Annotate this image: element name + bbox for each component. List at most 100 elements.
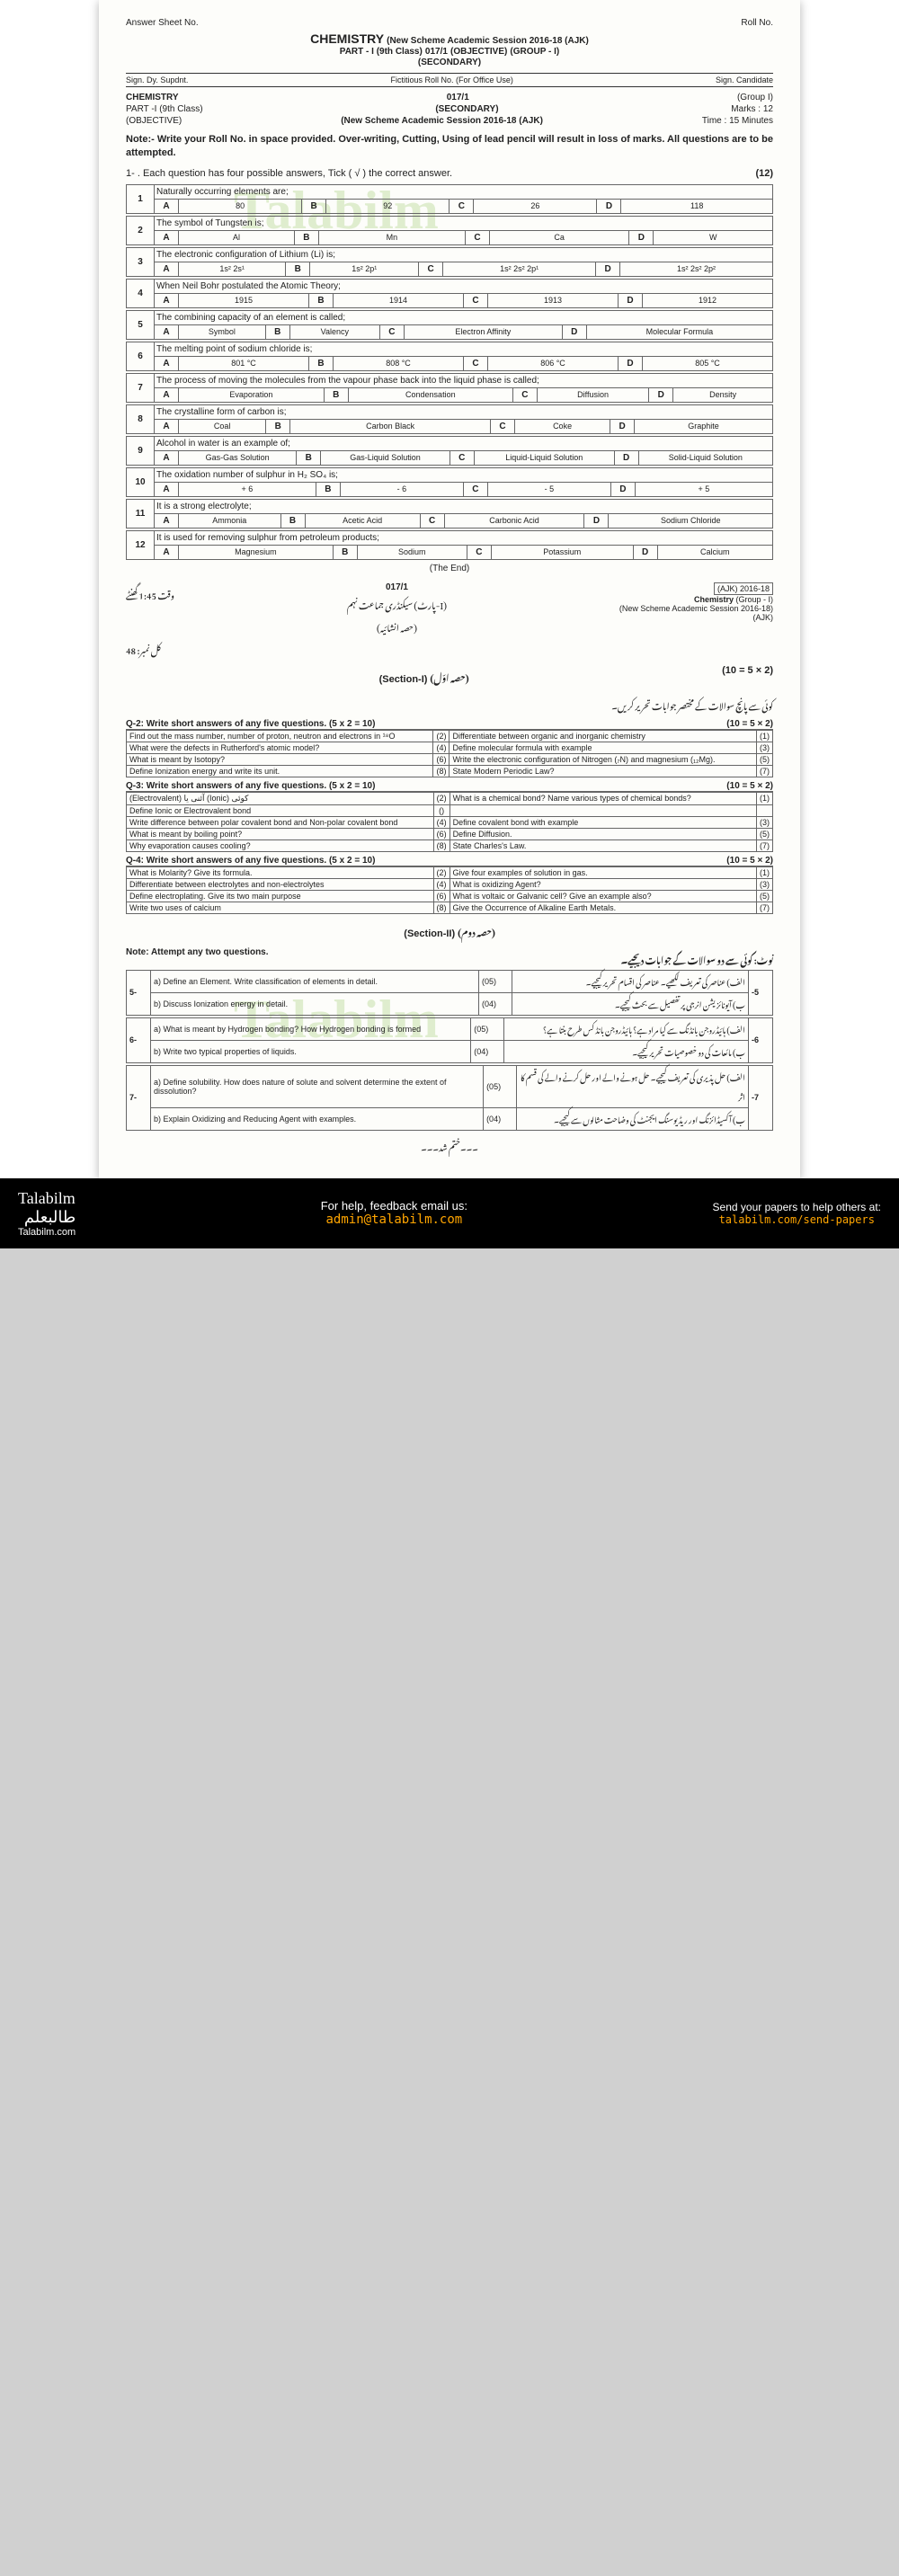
sq-urdu: What is a chemical bond? Name various ty… <box>450 792 756 804</box>
mcq-question: When Neil Bohr postulated the Atomic The… <box>155 279 773 293</box>
mcq-question: It is used for removing sulphur from pet… <box>155 530 773 545</box>
meta-code: 017/1 <box>447 93 469 102</box>
option-value: 805 °C <box>643 356 773 370</box>
mcq-number: 8 <box>127 404 155 433</box>
fict-roll: Fictitious Roll No. (For Office Use) <box>390 76 512 84</box>
option-value: Symbol <box>179 324 266 339</box>
option-label: D <box>629 230 654 244</box>
lq-am: (05) <box>471 1017 504 1040</box>
option-label: B <box>324 387 348 402</box>
option-label: B <box>316 482 340 496</box>
lq-a: a) Define an Element. Write classificati… <box>151 970 479 992</box>
level-text: (SECONDARY) <box>418 58 481 67</box>
sq-urdu: Define molecular formula with example <box>450 742 757 753</box>
sq-eng: (Electrovalent) آئنی یا (Ionic) کوئی <box>127 792 434 804</box>
meta-part: PART -I (9th Class) <box>126 104 203 114</box>
lq-num: 6- <box>127 1017 151 1062</box>
sq-en-num: (2) <box>433 866 450 878</box>
option-label: D <box>610 482 635 496</box>
lq-b: b) Explain Oxidizing and Reducing Agent … <box>151 1107 484 1130</box>
option-value: 1915 <box>179 293 309 307</box>
option-value: Magnesium <box>179 545 334 559</box>
footer: Talabilm طالبعلم Talabilm.com For help, … <box>0 1178 899 1248</box>
option-value: Molecular Formula <box>586 324 772 339</box>
sq-ur-num: (1) <box>757 866 773 878</box>
option-value: 1s² 2s¹ <box>179 262 286 276</box>
option-label: D <box>633 545 657 559</box>
sq-ur-num: (7) <box>757 765 773 777</box>
sq-en-num: (4) <box>433 742 450 753</box>
p2-grp: (Group - I) <box>735 595 773 604</box>
mcq-question: The symbol of Tungsten is; <box>155 216 773 230</box>
option-value: Calcium <box>657 545 772 559</box>
option-label: A <box>155 450 179 465</box>
end-text: (The End) <box>126 564 773 573</box>
meta-subject: CHEMISTRY <box>126 93 179 102</box>
option-value: 1s² 2s² 2p¹ <box>443 262 596 276</box>
option-value: Ammonia <box>179 513 281 528</box>
sq-urdu: State Charles's Law. <box>450 839 756 851</box>
lq-ub: ب) آیونائزیشن انرجی پر تفصیل سے بحث کیجی… <box>512 992 749 1015</box>
option-value: Coke <box>515 419 610 433</box>
q2-formula: (10 = 5 × 2) <box>726 719 773 729</box>
sq-urdu: Write the electronic configuration of Ni… <box>450 753 757 765</box>
option-value: 1914 <box>334 293 464 307</box>
sq-ur-num: (5) <box>757 890 773 902</box>
q4-formula: (10 = 5 × 2) <box>726 856 773 866</box>
mcq-number: 5 <box>127 310 155 339</box>
sq-ur-num: (3) <box>757 878 773 890</box>
sq-ur-num <box>757 804 773 816</box>
option-value: - 6 <box>340 482 463 496</box>
option-value: 808 °C <box>334 356 464 370</box>
section1-label: (Section-I) <box>379 674 428 685</box>
sq-en-num: () <box>433 804 450 816</box>
instruction-marks: (12) <box>755 168 773 179</box>
option-label: B <box>265 324 289 339</box>
help-email[interactable]: admin@talabilm.com <box>321 1212 467 1227</box>
p2-ajk: (AJK) <box>753 613 774 622</box>
lq-b: b) Write two typical properties of liqui… <box>151 1040 471 1062</box>
option-value: Electron Affinity <box>404 324 562 339</box>
lq-bm: (04) <box>484 1107 517 1130</box>
option-value: Acetic Acid <box>305 513 420 528</box>
option-value: Gas-Gas Solution <box>179 450 297 465</box>
option-value: 26 <box>474 199 597 213</box>
send-url[interactable]: talabilm.com/send-papers <box>713 1213 881 1226</box>
lq-ua: الف) ہائیڈروجن بانڈنگ سے کیا مراد ہے؟ ہا… <box>504 1017 749 1040</box>
sq-ur-num: (1) <box>757 730 773 742</box>
option-label: C <box>467 545 491 559</box>
roll-label: Roll No. <box>741 18 773 28</box>
option-value: + 5 <box>635 482 772 496</box>
time-value: 15 Minutes <box>729 116 773 126</box>
option-value: Liquid-Liquid Solution <box>474 450 614 465</box>
q2-label: Q-2: Write short answers of any five que… <box>126 719 375 729</box>
part-text: PART - I (9th Class) <box>340 47 423 57</box>
mcq-number: 4 <box>127 279 155 307</box>
option-value: - 5 <box>487 482 610 496</box>
p2-chem: Chemistry <box>694 595 734 604</box>
q3-label: Q-3: Write short answers of any five que… <box>126 781 375 791</box>
sq-ur-num: (7) <box>757 902 773 913</box>
option-value: 1913 <box>488 293 619 307</box>
sq-eng: Why evaporation causes cooling? <box>127 839 434 851</box>
option-label: D <box>596 262 620 276</box>
sq-ur-num: (1) <box>757 792 773 804</box>
option-value: Mn <box>318 230 465 244</box>
option-value: Solid-Liquid Solution <box>638 450 772 465</box>
mcq-question: The melting point of sodium chloride is; <box>155 342 773 356</box>
q2-urdu-instr: کوئی سے پانچ سوالات کے مختصر جوابات تحری… <box>126 693 773 715</box>
lq-am: (05) <box>484 1065 517 1107</box>
option-label: A <box>155 230 179 244</box>
option-label: C <box>463 482 487 496</box>
sq-eng: Define Ionization energy and write its u… <box>127 765 433 777</box>
option-label: A <box>155 387 179 402</box>
sq-en-num: (8) <box>433 902 450 913</box>
subject-title: CHEMISTRY <box>310 31 384 46</box>
p2-total: کل نمبر: 48 <box>126 637 161 660</box>
mcq-question: The crystalline form of carbon is; <box>155 404 773 419</box>
mcq-table: 1Naturally occurring elements are; A80B9… <box>126 184 773 560</box>
meta-level: (SECONDARY) <box>435 104 498 114</box>
sq-urdu: Give the Occurrence of Alkaline Earth Me… <box>450 902 756 913</box>
sq-eng: Find out the mass number, number of prot… <box>127 730 433 742</box>
lq-num: 5- <box>127 970 151 1015</box>
